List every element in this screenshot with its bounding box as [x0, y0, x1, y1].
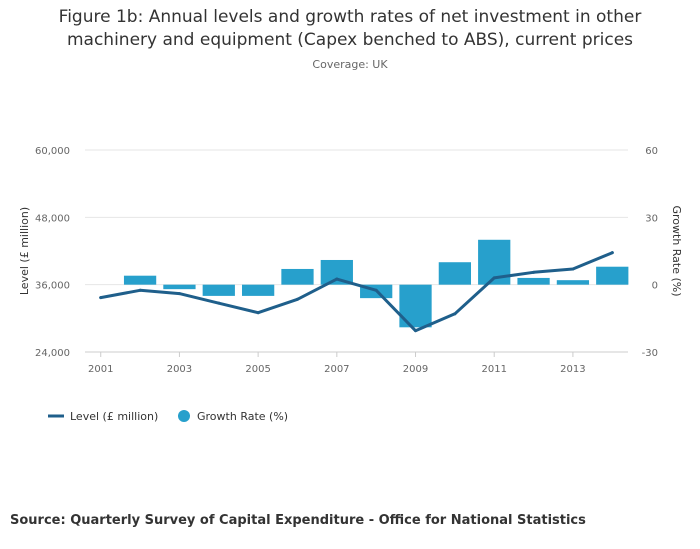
growth-bar[interactable] [556, 280, 590, 285]
chart-title-line-1: Figure 1b: Annual levels and growth rate… [58, 7, 642, 27]
y-left-tick-label: 24,000 [35, 348, 70, 359]
level-line-group [99, 251, 614, 333]
growth-bar[interactable] [123, 275, 157, 285]
x-tick-label: 2009 [403, 364, 428, 375]
level-point[interactable] [177, 292, 181, 296]
level-line[interactable] [99, 251, 614, 333]
x-tick-label: 2005 [245, 364, 270, 375]
level-point[interactable] [610, 251, 614, 255]
growth-rate-bars [123, 239, 629, 328]
growth-bar[interactable] [438, 262, 472, 285]
y-left-tick-label: 48,000 [35, 213, 70, 224]
x-tick-label: 2011 [481, 364, 506, 375]
source-note: Source: Quarterly Survey of Capital Expe… [10, 513, 586, 528]
level-point[interactable] [138, 288, 142, 292]
level-point[interactable] [99, 296, 103, 300]
y-axis-right-label: Growth Rate (%) [670, 205, 683, 296]
growth-bar[interactable] [202, 284, 235, 296]
level-point[interactable] [414, 329, 418, 333]
x-tick-label: 2001 [88, 364, 113, 375]
growth-bar[interactable] [596, 266, 629, 285]
y-right-tick-label: -30 [642, 348, 658, 359]
y-axis-left: 24,000 36,000 48,000 60,000 [35, 146, 70, 359]
level-point[interactable] [571, 267, 575, 271]
level-point[interactable] [217, 301, 221, 305]
legend: Level (£ million) Growth Rate (%) [48, 410, 288, 423]
legend-item-level[interactable]: Level (£ million) [48, 410, 158, 423]
legend-label-level: Level (£ million) [70, 410, 158, 423]
y-right-tick-label: 30 [645, 213, 658, 224]
y-right-tick-label: 0 [652, 281, 658, 292]
y-left-tick-label: 60,000 [35, 146, 70, 157]
y-axis-left-label: Level (£ million) [18, 207, 31, 295]
x-tick-label: 2013 [560, 364, 585, 375]
x-tick-label: 2003 [167, 364, 192, 375]
level-point[interactable] [335, 277, 339, 281]
growth-bar[interactable] [281, 268, 314, 285]
chart-title-line-2: machinery and equipment (Capex benched t… [66, 30, 634, 50]
chart-subtitle: Coverage: UK [312, 58, 388, 71]
chart-title: Figure 1b: Annual levels and growth rate… [0, 6, 700, 52]
legend-item-growth[interactable]: Growth Rate (%) [178, 410, 288, 423]
level-point[interactable] [295, 297, 299, 301]
growth-bar[interactable] [241, 284, 275, 296]
legend-label-growth: Growth Rate (%) [197, 410, 288, 423]
x-tick-label: 2007 [324, 364, 349, 375]
growth-bar[interactable] [163, 284, 196, 290]
level-point[interactable] [453, 312, 457, 316]
y-axis-right: -30 0 30 60 [642, 146, 658, 359]
level-point[interactable] [374, 288, 378, 292]
y-right-tick-label: 60 [645, 146, 658, 157]
level-point[interactable] [532, 270, 536, 274]
y-left-tick-label: 36,000 [35, 281, 70, 292]
legend-dot-swatch [178, 410, 190, 422]
level-point[interactable] [256, 311, 260, 315]
gridlines [85, 149, 628, 353]
x-axis: 2001 2003 2005 2007 2009 2011 2013 [88, 352, 586, 375]
level-point[interactable] [492, 276, 496, 280]
growth-bar[interactable] [517, 277, 550, 285]
